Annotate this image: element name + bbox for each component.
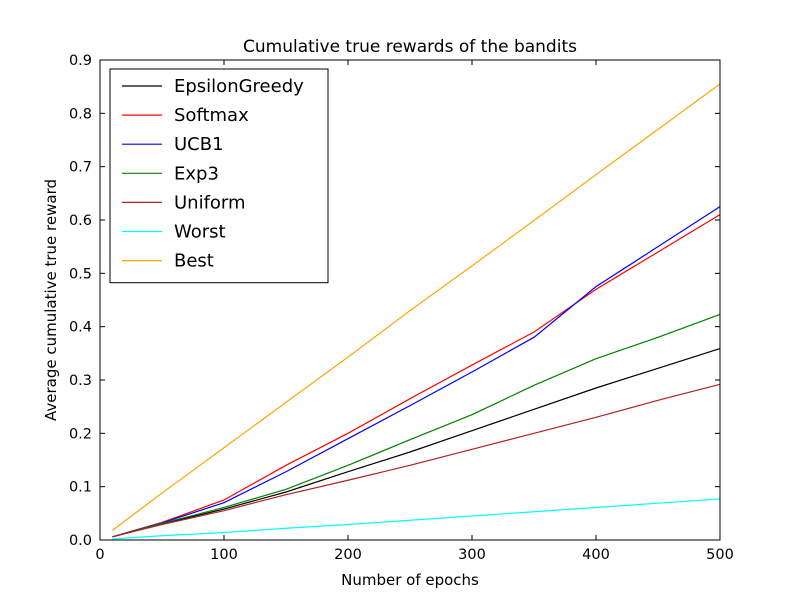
series-line-softmax — [112, 214, 721, 538]
y-tick-label: 0.5 — [69, 266, 92, 282]
y-axis-label: Average cumulative true reward — [42, 179, 60, 421]
x-tick-label: 500 — [706, 547, 734, 563]
x-tick-label: 200 — [334, 547, 362, 563]
series-line-exp3 — [112, 313, 721, 538]
x-tick-label: 300 — [458, 547, 486, 563]
series-line-uniform — [112, 383, 721, 538]
x-axis-label: Number of epochs — [341, 571, 479, 589]
y-tick-label: 0.2 — [69, 426, 92, 442]
x-tick-label: 0 — [95, 547, 104, 563]
legend-label-ucb1: UCB1 — [174, 134, 224, 155]
y-tick-label: 0.4 — [69, 320, 92, 336]
y-tick-label: 0.1 — [69, 480, 92, 496]
y-tick-label: 0.8 — [69, 106, 92, 122]
legend: EpsilonGreedy Softmax UCB1 Exp3 Uniform Worst… — [109, 68, 329, 284]
series-line-epsilongreedy — [112, 347, 721, 538]
legend-label-softmax: Softmax — [174, 105, 249, 126]
legend-label-exp3: Exp3 — [174, 163, 219, 184]
x-tick-label: 400 — [582, 547, 610, 563]
y-tick-label: 0.9 — [69, 53, 92, 69]
plot-frame — [99, 59, 721, 541]
series-line-best — [112, 83, 721, 531]
y-tick-label: 0.6 — [69, 213, 92, 229]
legend-label-best: Best — [174, 251, 214, 272]
y-tick-label: 0.7 — [69, 160, 92, 176]
legend-label-uniform: Uniform — [174, 192, 246, 213]
legend-label-worst: Worst — [174, 222, 226, 243]
x-tick-label: 100 — [210, 547, 238, 563]
series-line-ucb1 — [112, 206, 721, 538]
legend-box — [109, 68, 329, 284]
y-tick-label: 0.3 — [69, 373, 92, 389]
chart-title: Cumulative true rewards of the bandits — [243, 37, 577, 57]
y-tick-label: 0.0 — [69, 533, 92, 549]
legend-label-epsilongreedy: EpsilonGreedy — [174, 76, 304, 97]
series-line-worst — [112, 498, 721, 540]
plot-area: 0 100 200 300 400 500 0.0 0.1 0.2 0.3 0.4 0.5 0.6 0.7… — [69, 53, 734, 563]
